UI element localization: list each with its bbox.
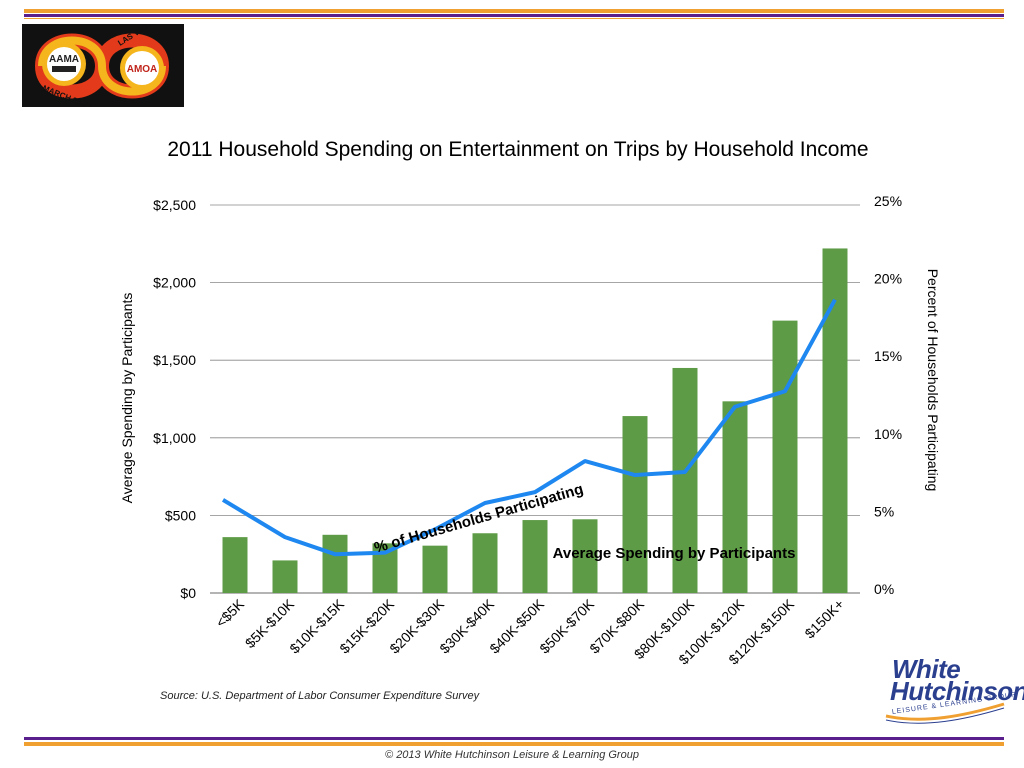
bar <box>672 367 698 593</box>
bar <box>822 248 848 593</box>
bottom-purple-stripe <box>24 737 1004 740</box>
logo-right-badge: AMOA <box>127 64 158 75</box>
brand-logo: White Hutchinson LEISURE & LEARNING GROU… <box>862 652 1024 732</box>
right-tick-label: 10% <box>874 426 902 442</box>
event-badge-logo-icon: AAMA AMOA LAS VEGAS, NV MARCH 20-22 <box>22 24 184 107</box>
bar <box>272 560 298 593</box>
x-tick-label: <$5K <box>212 595 247 630</box>
right-tick-label: 5% <box>874 503 894 519</box>
participation-line <box>221 298 837 557</box>
bar <box>572 519 598 593</box>
brand-name-line1: White <box>892 654 961 684</box>
bar <box>722 401 748 593</box>
brand-ribbon-icon <box>885 702 1005 724</box>
right-tick-label: 20% <box>874 271 902 287</box>
bar <box>472 533 498 593</box>
bar-series-annotation: Average Spending by Participants <box>553 545 796 562</box>
right-axis-label: Percent of Households Participating <box>925 269 941 492</box>
bar <box>522 520 548 593</box>
event-logo: AAMA AMOA LAS VEGAS, NV MARCH 20-22 <box>22 24 184 107</box>
left-tick-label: $500 <box>165 507 196 523</box>
left-tick-label: $1,000 <box>153 430 196 446</box>
bar <box>772 320 798 593</box>
right-tick-label: 15% <box>874 348 902 364</box>
left-tick-label: $2,000 <box>153 275 196 291</box>
left-tick-label: $2,500 <box>153 197 196 213</box>
copyright-footer: © 2013 White Hutchinson Leisure & Learni… <box>385 749 639 761</box>
right-tick-label: 25% <box>874 193 902 209</box>
x-tick-label: $150K+ <box>801 596 847 642</box>
left-axis-ticks: $0 $500 $1,000 $1,500 $2,000 $2,500 <box>153 197 196 601</box>
source-note: Source: U.S. Department of Labor Consume… <box>160 690 480 702</box>
left-axis-label: Average Spending by Participants <box>119 293 135 504</box>
x-axis-labels: <$5K$5K-$10K$10K-$15K$15K-$20K$20K-$30K$… <box>212 595 847 667</box>
chart-title: 2011 Household Spending on Entertainment… <box>167 138 868 161</box>
bottom-orange-stripe <box>24 742 1004 746</box>
bar <box>622 416 648 593</box>
bar <box>422 545 448 593</box>
top-orange-thin-stripe <box>24 18 1004 19</box>
bar <box>222 537 248 593</box>
bar <box>322 534 348 593</box>
top-purple-stripe <box>24 14 1004 17</box>
bars <box>222 248 848 593</box>
logo-left-badge: AAMA <box>49 54 79 65</box>
grid-lines <box>210 204 860 594</box>
left-tick-label: $1,500 <box>153 352 196 368</box>
right-tick-label: 0% <box>874 581 894 597</box>
brand-name-line2: Hutchinson <box>890 676 1024 706</box>
left-tick-label: $0 <box>180 585 196 601</box>
participation-line-path <box>221 298 837 557</box>
top-orange-stripe <box>24 9 1004 13</box>
right-axis-ticks: 0% 5% 10% 15% 20% 25% <box>874 193 902 597</box>
